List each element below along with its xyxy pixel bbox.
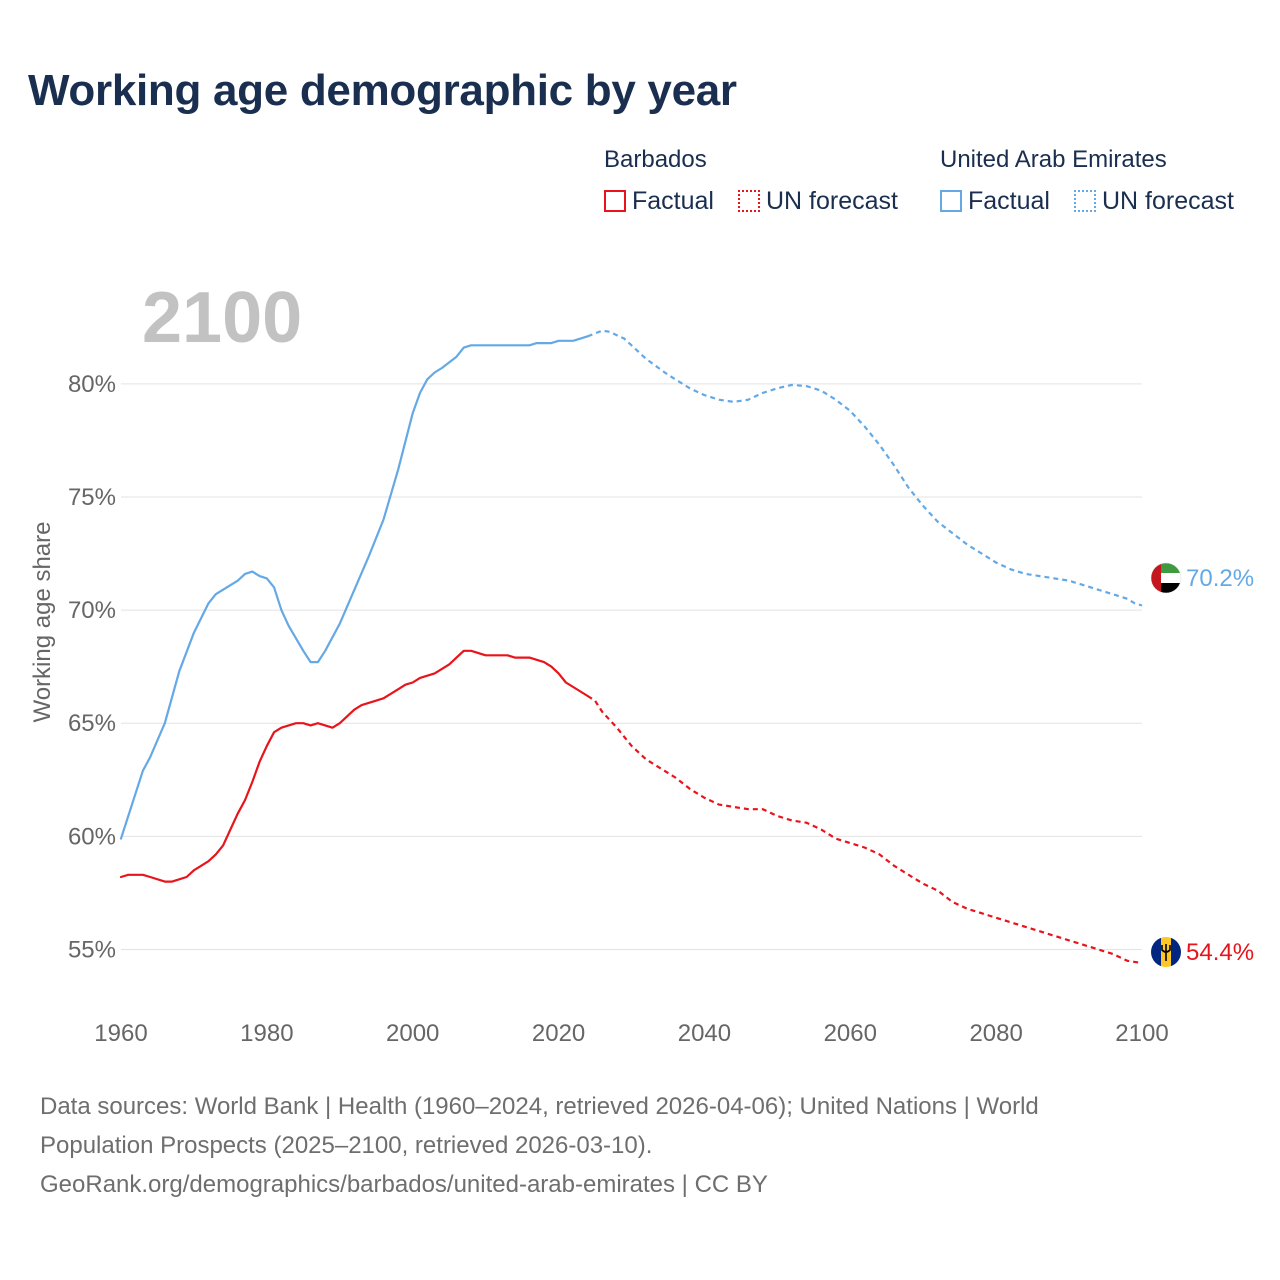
- y-tick-label: 55%: [68, 936, 116, 963]
- y-tick-label: 80%: [68, 371, 116, 398]
- line-chart: 2100 55% 60% 65% 70% 75% 80% 1960 1980 2000 2020…: [29, 278, 1254, 1047]
- footer-source-link[interactable]: GeoRank.org/demographics/barbados/united…: [40, 1171, 768, 1198]
- x-tick-label: 2000: [386, 1020, 439, 1047]
- legend-swatch-dotted-blue: [1074, 190, 1096, 212]
- source-footer: Data sources: World Bank | Health (1960–…: [40, 1087, 1240, 1204]
- footer-line: Data sources: World Bank | Health (1960–…: [40, 1093, 1039, 1120]
- legend-label: UN forecast: [766, 186, 898, 215]
- x-tick-label: 2020: [532, 1020, 585, 1047]
- legend-label: UN forecast: [1102, 186, 1234, 215]
- x-tick-label: 1960: [94, 1020, 147, 1047]
- series-line-barbados-forecast: [587, 695, 1143, 965]
- uae-flag-icon: [1150, 562, 1182, 594]
- y-tick-label: 60%: [68, 823, 116, 850]
- legend-group-barbados: Barbados: [604, 146, 707, 173]
- uae-end-label: 70.2%: [1186, 565, 1254, 592]
- footer-line: Population Prospects (2025–2100, retriev…: [40, 1132, 653, 1159]
- legend-swatch-dotted-red: [738, 190, 760, 212]
- series-line-united-arab-emirates-forecast: [587, 329, 1143, 607]
- y-tick-label: 75%: [68, 484, 116, 511]
- year-watermark: 2100: [142, 278, 302, 358]
- legend-swatch-solid-blue: [940, 190, 962, 212]
- barbados-end-label: 54.4%: [1186, 939, 1254, 966]
- y-tick-label: 65%: [68, 710, 116, 737]
- y-axis-label: Working age share: [29, 522, 56, 723]
- series-line-united-arab-emirates-factual: [119, 335, 589, 840]
- legend-barbados-factual[interactable]: Factual: [604, 186, 714, 216]
- x-tick-label: 2060: [824, 1020, 877, 1047]
- x-tick-label: 1980: [240, 1020, 293, 1047]
- x-tick-label: 2040: [678, 1020, 731, 1047]
- y-tick-label: 70%: [68, 597, 116, 624]
- x-tick-label: 2080: [969, 1020, 1022, 1047]
- legend-swatch-solid-red: [604, 190, 626, 212]
- barbados-flag-icon: [1151, 937, 1181, 967]
- legend-barbados-forecast[interactable]: UN forecast: [738, 186, 898, 216]
- legend-uae-factual[interactable]: Factual: [940, 186, 1050, 216]
- chart-title: Working age demographic by year: [28, 66, 737, 115]
- legend-uae-forecast[interactable]: UN forecast: [1074, 186, 1234, 216]
- legend-label: Factual: [968, 186, 1050, 215]
- legend-label: Factual: [632, 186, 714, 215]
- x-tick-label: 2100: [1115, 1020, 1168, 1047]
- series-line-barbados-factual: [119, 649, 589, 883]
- legend-group-uae: United Arab Emirates: [940, 146, 1167, 173]
